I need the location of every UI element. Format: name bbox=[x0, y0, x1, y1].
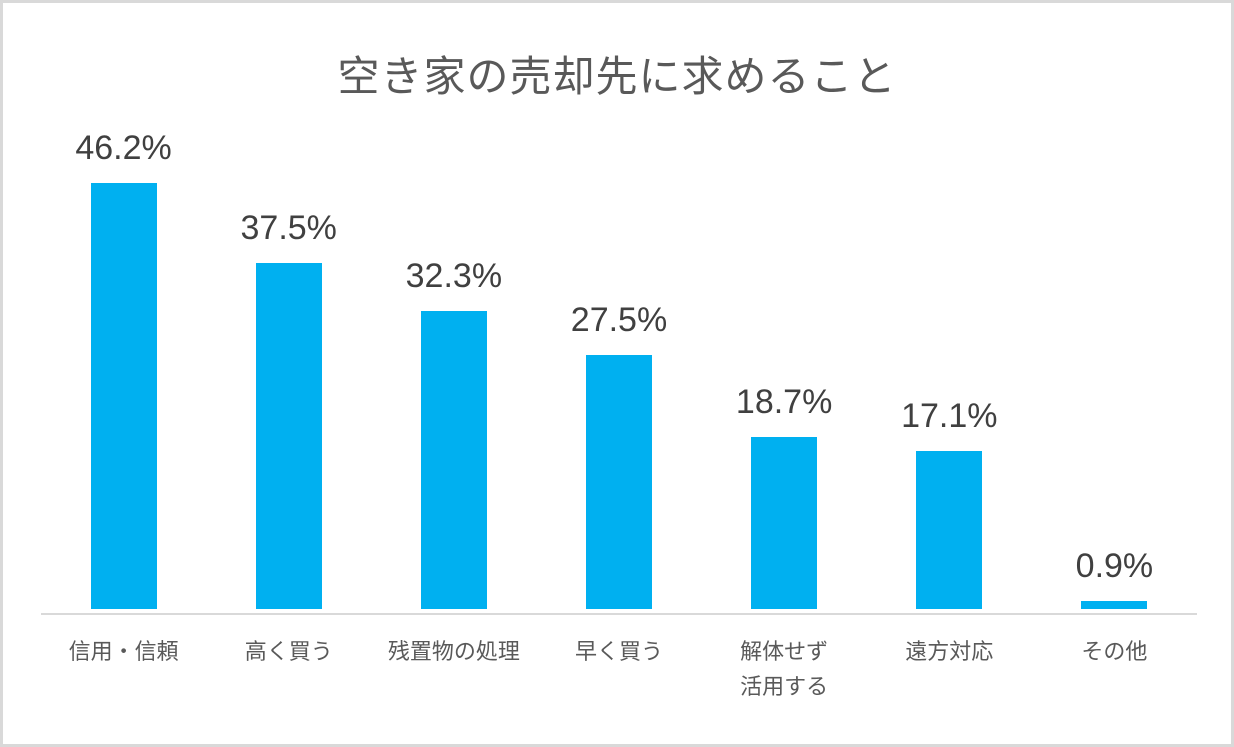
bar-value-label: 46.2% bbox=[75, 128, 172, 167]
x-axis-label: 高く買う bbox=[244, 639, 333, 664]
bar-column: 0.9% bbox=[1032, 547, 1197, 609]
bar-value-label: 18.7% bbox=[735, 382, 833, 421]
bar-value-label: 37.5% bbox=[240, 208, 337, 247]
chart-title: 空き家の売却先に求めること bbox=[337, 53, 897, 100]
x-axis-label: 早く買う bbox=[574, 639, 663, 664]
x-axis-line bbox=[41, 613, 1197, 615]
x-axis-labels: 信用・信頼 高く買う 残置物の処理 早く買う 解体せず 活用する 遠方対応 その… bbox=[41, 634, 1197, 704]
bar-column: 37.5% bbox=[206, 209, 371, 609]
bar bbox=[255, 263, 322, 609]
x-axis-label: 解体せず 活用する bbox=[740, 639, 829, 699]
bar bbox=[420, 311, 487, 609]
bar-column: 17.1% bbox=[867, 397, 1032, 609]
bar-value-label: 0.9% bbox=[1075, 546, 1154, 585]
bar bbox=[585, 355, 652, 609]
x-axis-label: その他 bbox=[1081, 639, 1148, 664]
bar-value-label: 17.1% bbox=[901, 396, 998, 435]
x-axis-label: 遠方対応 bbox=[905, 639, 994, 664]
bar-column: 32.3% bbox=[371, 257, 536, 609]
bar-value-label: 27.5% bbox=[570, 300, 668, 339]
x-axis-label: 信用・信頼 bbox=[68, 639, 179, 664]
bar-column: 18.7% bbox=[702, 383, 867, 609]
bar bbox=[90, 183, 157, 609]
bar-value-label: 32.3% bbox=[405, 256, 503, 295]
bar-column: 27.5% bbox=[536, 301, 701, 609]
plot-area: 46.2% 37.5% 32.3% 27.5% 18.7% 17.1% 0.9% bbox=[41, 129, 1197, 609]
bar-column: 46.2% bbox=[41, 129, 206, 609]
bar bbox=[751, 437, 818, 609]
bar bbox=[916, 451, 983, 609]
bar bbox=[1081, 601, 1148, 609]
x-axis-label: 残置物の処理 bbox=[387, 639, 520, 664]
